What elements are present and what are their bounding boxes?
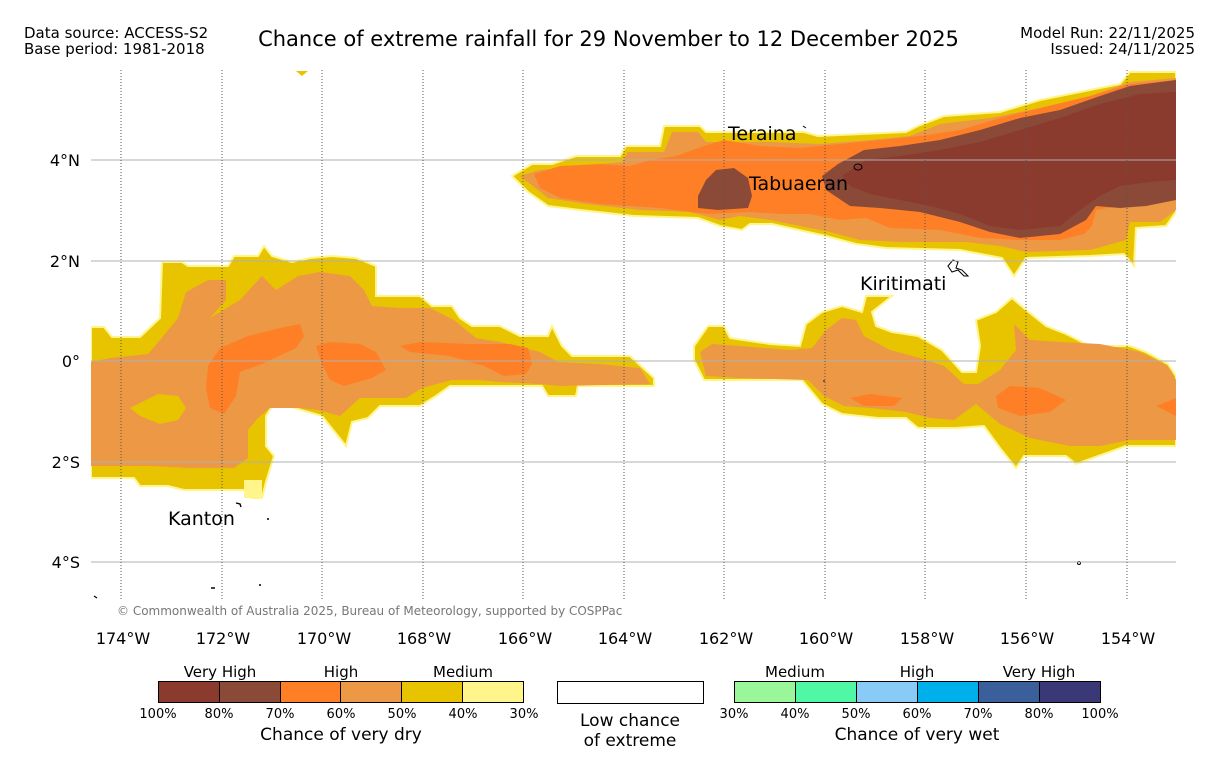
- dry-caption: Chance of very dry: [260, 725, 422, 745]
- dry-colorbar: [158, 681, 524, 703]
- place-label-tabuaeran: Tabuaeran: [748, 173, 848, 195]
- wet-tick-label: 30%: [719, 707, 749, 722]
- place-label-kiritimati: Kiritimati: [860, 273, 946, 295]
- dry-tick-label: 60%: [326, 707, 356, 722]
- kiritimati-island: [947, 259, 970, 277]
- dry-tick-label: 30%: [509, 707, 539, 722]
- lat-axis: 4°N 2°N 0° 2°S 4°S: [50, 151, 80, 572]
- rainfall-fields: [91, 71, 1176, 599]
- tabuaeran-island: [853, 163, 863, 171]
- wet-group-label: Medium: [765, 663, 825, 681]
- west-medium-pocket: [130, 394, 186, 424]
- lon-tick-label: 154°W: [1101, 629, 1156, 648]
- model-run-text: Model Run: 22/11/2025: [1020, 24, 1195, 42]
- wet-swatch: [857, 682, 918, 702]
- wet-group-label: High: [899, 663, 935, 681]
- small-island-3: [259, 584, 261, 586]
- east-orange-spot-2: [850, 394, 902, 406]
- lat-tick-label: 0°: [62, 352, 80, 371]
- north-very-dark-band: [842, 92, 1176, 230]
- wet-tick-label: 70%: [963, 707, 993, 722]
- dry-tick-label: 70%: [265, 707, 295, 722]
- dry-swatch: [159, 682, 220, 702]
- place-label-kanton: Kanton: [168, 508, 235, 530]
- dry-tick-label: 80%: [204, 707, 234, 722]
- wet-colorbar: [734, 681, 1101, 703]
- lon-tick-label: 174°W: [96, 629, 151, 648]
- gridlines: [91, 70, 1176, 600]
- north-top-yellow-spot: [296, 71, 308, 76]
- lat-tick-label: 4°S: [52, 553, 80, 572]
- map-title: Chance of extreme rainfall for 29 Novemb…: [258, 27, 959, 51]
- lat-tick-label: 2°N: [50, 252, 80, 271]
- lon-tick-label: 168°W: [397, 629, 452, 648]
- dry-swatch: [402, 682, 464, 702]
- west-orange-spot-2: [316, 342, 386, 386]
- header-right: Model Run: 22/11/2025 Issued: 24/11/2025: [1020, 25, 1195, 57]
- lon-tick-label: 160°W: [799, 629, 854, 648]
- lat-tick-label: 4°N: [50, 151, 80, 170]
- west-light-area: [244, 480, 262, 498]
- dry-group-label: Medium: [433, 663, 493, 681]
- wet-tick-label: 100%: [1081, 707, 1119, 722]
- lon-tick-label: 172°W: [196, 629, 251, 648]
- lon-tick-label: 162°W: [699, 629, 754, 648]
- dry-tick-label: 50%: [387, 707, 417, 722]
- copyright-text: © Commonwealth of Australia 2025, Bureau…: [117, 604, 622, 618]
- wet-swatch: [1040, 682, 1100, 702]
- teraina-island: [802, 125, 807, 129]
- wet-caption: Chance of very wet: [834, 725, 1000, 745]
- lon-tick-label: 158°W: [900, 629, 955, 648]
- data-source-text: Data source: ACCESS-S2: [24, 24, 209, 42]
- wet-swatch: [918, 682, 979, 702]
- wet-tick-label: 80%: [1024, 707, 1054, 722]
- lon-tick-label: 166°W: [498, 629, 553, 648]
- dry-swatch: [463, 682, 523, 702]
- east-high-area: [700, 318, 1176, 446]
- wet-tick-label: 60%: [902, 707, 932, 722]
- small-island-6: [823, 380, 825, 382]
- wet-swatch: [735, 682, 796, 702]
- wet-swatch: [796, 682, 857, 702]
- place-label-teraina: Teraina: [727, 123, 797, 145]
- west-orange-spot-1: [206, 324, 304, 414]
- east-orange-spot-3: [1156, 398, 1176, 416]
- base-period-text: Base period: 1981-2018: [24, 40, 205, 58]
- lon-tick-label: 156°W: [1000, 629, 1055, 648]
- lat-tick-label: 2°S: [52, 453, 80, 472]
- wet-group-label: Very High: [1002, 663, 1076, 681]
- place-labels: Teraina Tabuaeran Kiritimati Kanton: [168, 123, 946, 530]
- west-orange-spot-3: [400, 342, 532, 376]
- wet-swatch: [979, 682, 1040, 702]
- north-dark-spot: [698, 168, 752, 210]
- low-chance-label: Low chance of extreme: [580, 711, 680, 751]
- issued-text: Issued: 24/11/2025: [1050, 40, 1195, 58]
- header-left: Data source: ACCESS-S2 Base period: 1981…: [24, 25, 208, 57]
- dry-swatch: [280, 682, 342, 702]
- dry-group-label: High: [323, 663, 359, 681]
- small-island-1: [267, 518, 269, 520]
- dry-group-label: Very High: [183, 663, 257, 681]
- dry-swatch: [341, 682, 403, 702]
- lon-tick-label: 170°W: [297, 629, 352, 648]
- dry-tick-label: 40%: [448, 707, 478, 722]
- low-chance-swatch: [557, 681, 704, 704]
- wet-tick-label: 50%: [841, 707, 871, 722]
- dry-tick-label: 100%: [139, 707, 177, 722]
- lon-tick-label: 164°W: [598, 629, 653, 648]
- lon-axis: 174°W 172°W 170°W 168°W 166°W 164°W 162°…: [96, 629, 1156, 648]
- wet-tick-label: 40%: [780, 707, 810, 722]
- dry-swatch: [219, 682, 281, 702]
- small-island-5: [93, 595, 98, 599]
- east-orange-spot-1: [996, 386, 1066, 416]
- kanton-island: [235, 502, 242, 508]
